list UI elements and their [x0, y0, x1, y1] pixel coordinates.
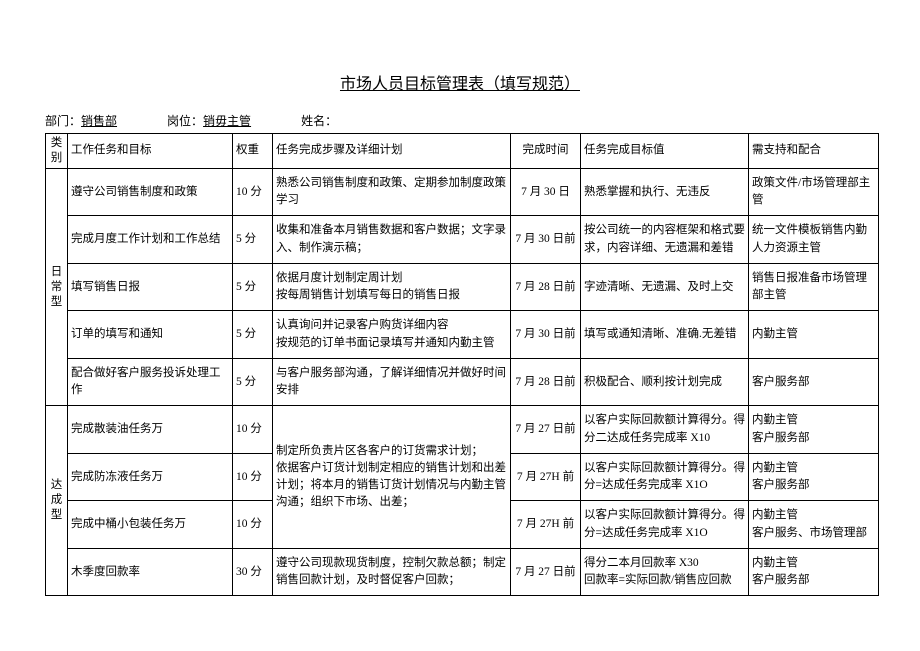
category-cell: 日常型	[46, 168, 68, 406]
col-support: 需支持和配合	[749, 134, 879, 169]
task-cell: 完成中桶小包装任务万	[68, 501, 233, 549]
dept-label: 部门：	[45, 114, 81, 128]
weight-cell: 5 分	[233, 311, 273, 359]
support-cell: 内勤主管客户服务部	[749, 406, 879, 454]
plan-cell: 与客户服务部沟通，了解详细情况并做好时间安排	[273, 358, 511, 406]
time-cell: 7 月 27 日前	[511, 406, 581, 454]
task-cell: 遵守公司销售制度和政策	[68, 168, 233, 216]
task-cell: 木季度回款率	[68, 548, 233, 596]
plan-cell: 收集和准备本月销售数据和客户数据；文字录入、制作演示稿；	[273, 216, 511, 264]
support-cell: 政策文件/市场管理部主管	[749, 168, 879, 216]
time-cell: 7 月 27 日前	[511, 548, 581, 596]
target-cell: 字迹清晰、无遗漏、及时上交	[581, 263, 749, 311]
weight-cell: 5 分	[233, 263, 273, 311]
col-time: 完成时间	[511, 134, 581, 169]
page-title: 市场人员目标管理表（填写规范）	[45, 70, 875, 94]
plan-cell: 依据月度计划制定周计划按每周销售计划填写每日的销售日报	[273, 263, 511, 311]
weight-cell: 10 分	[233, 406, 273, 454]
management-table: 类别 工作任务和目标 权重 任务完成步骤及详细计划 完成时间 任务完成目标值 需…	[45, 133, 879, 596]
dept-field: 部门：销售部	[45, 112, 117, 129]
plan-cell: 制定所负责片区各客户的订货需求计划；依据客户订货计划制定相应的销售计划和出差计划…	[273, 406, 511, 549]
plan-cell: 遵守公司现款现货制度，控制欠款总额；制定销售回款计划，及时督促客户回款；	[273, 548, 511, 596]
support-cell: 统一文件模板销售内勤人力资源主管	[749, 216, 879, 264]
task-cell: 订单的填写和通知	[68, 311, 233, 359]
table-row: 订单的填写和通知5 分认真询问并记录客户购货详细内容按规范的订单书面记录填写并通…	[46, 311, 879, 359]
table-row: 日常型遵守公司销售制度和政策10 分熟悉公司销售制度和政策、定期参加制度政策学习…	[46, 168, 879, 216]
weight-cell: 10 分	[233, 501, 273, 549]
col-task: 工作任务和目标	[68, 134, 233, 169]
support-cell: 内勤主管客户服务部	[749, 548, 879, 596]
role-field: 岗位：销毋主管	[167, 112, 251, 129]
time-cell: 7 月 27H 前	[511, 501, 581, 549]
target-cell: 以客户实际回款额计算得分。得分=达成任务完成率 X1O	[581, 453, 749, 501]
header-row: 部门：销售部 岗位：销毋主管 姓名：	[45, 112, 875, 129]
col-target: 任务完成目标值	[581, 134, 749, 169]
support-cell: 客户服务部	[749, 358, 879, 406]
support-cell: 销售日报准备市场管理部主管	[749, 263, 879, 311]
target-cell: 熟悉掌握和执行、无违反	[581, 168, 749, 216]
col-weight: 权重	[233, 134, 273, 169]
role-value: 销毋主管	[203, 114, 251, 128]
category-cell: 达成型	[46, 406, 68, 596]
table-row: 完成月度工作计划和工作总结5 分收集和准备本月销售数据和客户数据；文字录入、制作…	[46, 216, 879, 264]
support-cell: 内勤主管客户服务、市场管理部	[749, 501, 879, 549]
target-cell: 填写或通知清晰、准确.无差错	[581, 311, 749, 359]
plan-cell: 熟悉公司销售制度和政策、定期参加制度政策学习	[273, 168, 511, 216]
role-label: 岗位：	[167, 114, 203, 128]
weight-cell: 30 分	[233, 548, 273, 596]
weight-cell: 10 分	[233, 168, 273, 216]
plan-cell: 认真询问并记录客户购货详细内容按规范的订单书面记录填写并通知内勤主管	[273, 311, 511, 359]
weight-cell: 5 分	[233, 358, 273, 406]
task-cell: 配合做好客户服务投诉处理工作	[68, 358, 233, 406]
time-cell: 7 月 30 日	[511, 168, 581, 216]
time-cell: 7 月 30 日前	[511, 216, 581, 264]
task-cell: 完成散装油任务万	[68, 406, 233, 454]
task-cell: 填写销售日报	[68, 263, 233, 311]
support-cell: 内勤主管客户服务部	[749, 453, 879, 501]
time-cell: 7 月 28 日前	[511, 263, 581, 311]
col-plan: 任务完成步骤及详细计划	[273, 134, 511, 169]
task-cell: 完成防冻液任务万	[68, 453, 233, 501]
time-cell: 7 月 30 日前	[511, 311, 581, 359]
name-label: 姓名：	[301, 114, 337, 128]
target-cell: 以客户实际回款额计算得分。得分二达成任务完成率 X10	[581, 406, 749, 454]
table-header-row: 类别 工作任务和目标 权重 任务完成步骤及详细计划 完成时间 任务完成目标值 需…	[46, 134, 879, 169]
table-row: 达成型完成散装油任务万10 分制定所负责片区各客户的订货需求计划；依据客户订货计…	[46, 406, 879, 454]
support-cell: 内勤主管	[749, 311, 879, 359]
target-cell: 得分二本月回款率 X30回款率=实际回款/销售应回款	[581, 548, 749, 596]
table-row: 木季度回款率30 分遵守公司现款现货制度，控制欠款总额；制定销售回款计划，及时督…	[46, 548, 879, 596]
weight-cell: 5 分	[233, 216, 273, 264]
time-cell: 7 月 28 日前	[511, 358, 581, 406]
table-row: 填写销售日报5 分依据月度计划制定周计划按每周销售计划填写每日的销售日报7 月 …	[46, 263, 879, 311]
col-category: 类别	[46, 134, 68, 169]
target-cell: 以客户实际回款额计算得分。得分=达成任务完成率 X1O	[581, 501, 749, 549]
table-row: 配合做好客户服务投诉处理工作5 分与客户服务部沟通，了解详细情况并做好时间安排7…	[46, 358, 879, 406]
task-cell: 完成月度工作计划和工作总结	[68, 216, 233, 264]
target-cell: 按公司统一的内容框架和格式要求，内容详细、无遗漏和差错	[581, 216, 749, 264]
target-cell: 积极配合、顺利按计划完成	[581, 358, 749, 406]
weight-cell: 10 分	[233, 453, 273, 501]
name-field: 姓名：	[301, 112, 337, 129]
dept-value: 销售部	[81, 114, 117, 128]
time-cell: 7 月 27H 前	[511, 453, 581, 501]
